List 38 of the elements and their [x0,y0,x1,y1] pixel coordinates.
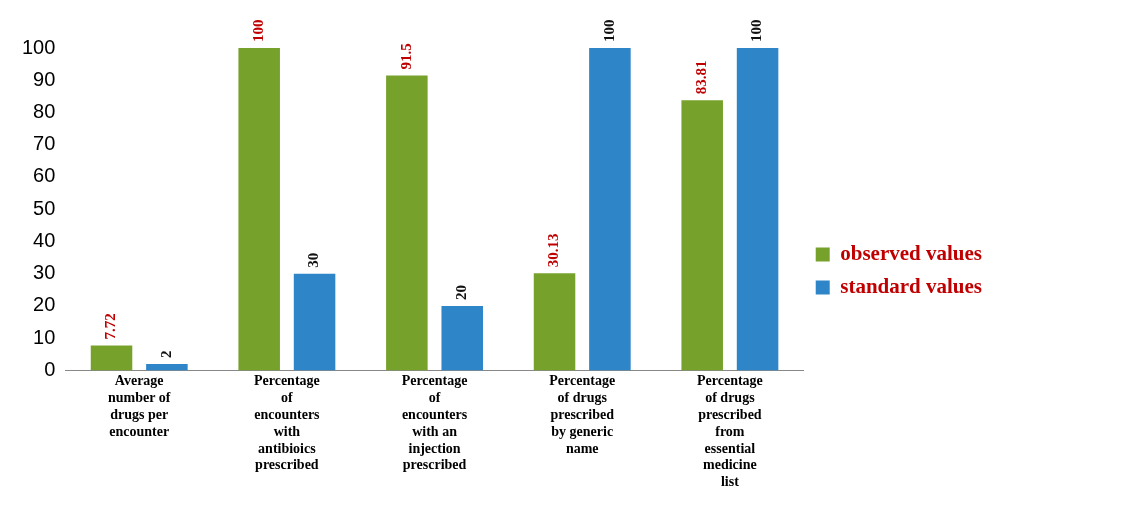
y-tick-label: 20 [33,293,56,316]
x-tick-label: Percentage of drugs prescribed from essential medicine list [696,373,763,490]
data-label: 7.72 [102,313,119,340]
bar [589,48,631,371]
bar [90,345,133,371]
data-label: 100 [748,19,765,42]
y-tick-label: 40 [33,228,56,251]
data-label: 100 [250,19,267,42]
bar [293,273,336,371]
y-tick-label: 30 [33,261,56,284]
y-tick-label: 80 [33,100,56,122]
bar [681,100,723,371]
x-tick-label: Percentage of drugs prescribed by generic name [549,373,616,456]
bar [238,48,280,371]
data-label: 20 [453,284,470,300]
bar [533,273,576,371]
bar [146,363,188,371]
y-tick-label: 100 [21,35,56,58]
legend-label: observed values [840,240,982,265]
y-tick-label: 10 [33,325,56,348]
bar [441,305,483,371]
data-label: 30.13 [545,233,562,268]
y-tick-label: 70 [33,132,56,155]
y-tick-label: 0 [44,357,56,380]
x-tick-label: Average number of drugs per encounter [108,373,171,439]
bar [736,48,779,371]
data-label: 100 [600,19,617,42]
y-tick-label: 50 [33,196,56,219]
legend-label: standard values [840,273,982,298]
data-label: 30 [305,252,322,268]
x-tick-label: Percentage of encounters with an injection prescribed [401,373,468,473]
data-label: 83.81 [693,60,710,95]
x-tick-label: Percentage of encounters with antibioics prescribed [253,373,321,473]
y-tick-label: 60 [33,164,56,187]
bar [386,75,428,371]
data-label: 91.5 [397,43,414,70]
data-label: 2 [157,350,174,358]
y-tick-label: 90 [33,67,56,90]
